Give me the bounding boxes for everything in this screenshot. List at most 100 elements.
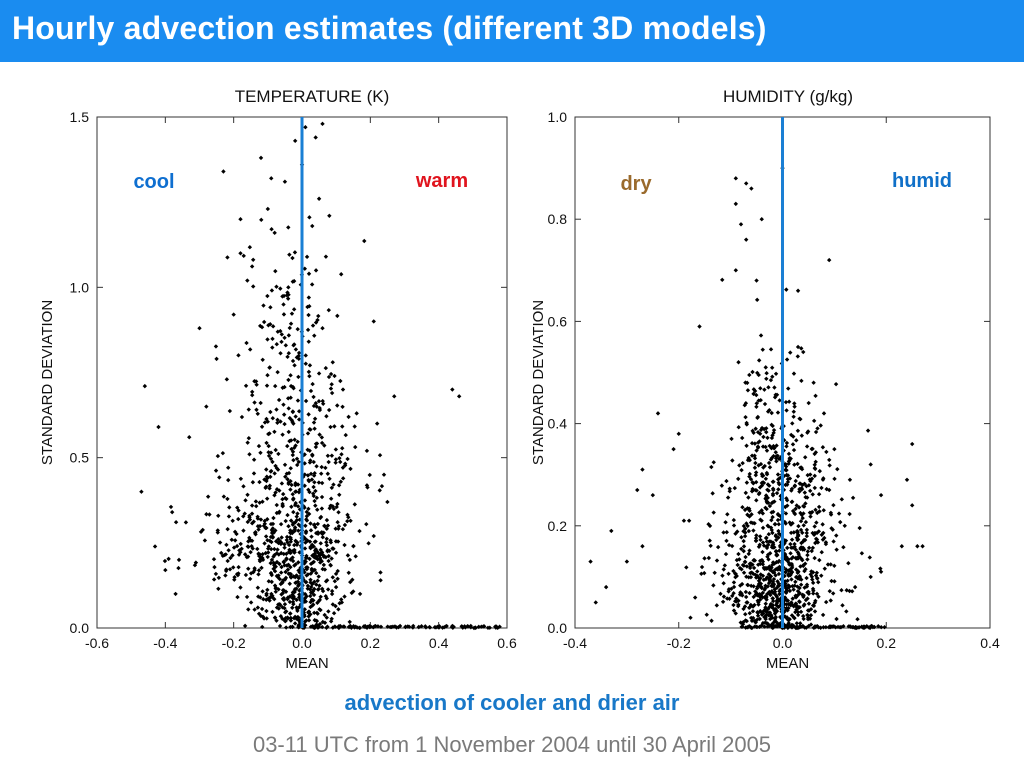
- data-point: [364, 448, 370, 454]
- data-point: [786, 451, 792, 457]
- data-point: [721, 530, 726, 535]
- data-point: [785, 476, 791, 482]
- data-point: [265, 293, 270, 299]
- data-point: [312, 471, 317, 476]
- data-point: [308, 521, 313, 526]
- data-point: [840, 603, 845, 608]
- data-point: [762, 614, 767, 620]
- data-point: [229, 537, 234, 542]
- data-point: [783, 623, 788, 629]
- data-point: [333, 603, 338, 609]
- data-point: [788, 551, 793, 556]
- data-point: [804, 483, 809, 489]
- data-point: [272, 615, 278, 620]
- data-point: [265, 546, 271, 551]
- data-point: [308, 471, 314, 477]
- data-point: [760, 511, 766, 516]
- data-point: [283, 625, 289, 630]
- data-point: [293, 500, 298, 506]
- data-point: [788, 624, 794, 629]
- data-point: [306, 339, 311, 344]
- data-point: [725, 596, 730, 601]
- data-point: [236, 353, 241, 358]
- data-point: [820, 537, 826, 542]
- y-axis-label: STANDARD DEVIATION: [530, 300, 547, 465]
- data-point: [793, 547, 799, 552]
- data-point: [305, 473, 311, 478]
- y-axis-label: STANDARD DEVIATION: [39, 300, 56, 465]
- data-point: [718, 591, 723, 597]
- data-point: [798, 546, 803, 552]
- data-point: [285, 595, 291, 600]
- data-point: [258, 400, 263, 406]
- data-point: [749, 570, 754, 575]
- data-point: [787, 476, 793, 481]
- data-point: [681, 518, 687, 523]
- data-point: [342, 522, 348, 528]
- data-point: [302, 607, 307, 612]
- data-point: [841, 544, 846, 550]
- data-point: [282, 335, 287, 341]
- data-point: [316, 313, 321, 319]
- data-point: [733, 176, 739, 181]
- data-point: [733, 574, 738, 580]
- data-point: [247, 452, 252, 457]
- data-point: [325, 624, 330, 629]
- data-point: [278, 581, 283, 587]
- data-point: [256, 611, 262, 616]
- data-point: [243, 572, 249, 578]
- data-point: [771, 446, 777, 451]
- data-points: [588, 165, 925, 631]
- data-point: [378, 578, 383, 583]
- data-point: [269, 572, 274, 578]
- data-point: [748, 563, 753, 569]
- data-point: [293, 538, 298, 543]
- data-point: [844, 609, 849, 614]
- data-point: [316, 196, 322, 201]
- data-point: [280, 596, 286, 601]
- data-point: [272, 569, 278, 574]
- data-point: [282, 601, 288, 607]
- data-point: [798, 510, 803, 516]
- data-point: [274, 618, 279, 623]
- data-point: [281, 302, 286, 307]
- data-point: [394, 625, 399, 630]
- data-point: [328, 562, 333, 568]
- data-point: [752, 558, 758, 563]
- data-point: [777, 623, 782, 629]
- data-point: [819, 573, 824, 578]
- data-point: [650, 492, 656, 498]
- data-point: [339, 597, 344, 602]
- data-point: [263, 550, 268, 556]
- data-point: [333, 571, 339, 577]
- data-point: [320, 588, 326, 594]
- data-point: [354, 411, 359, 416]
- data-point: [831, 502, 836, 508]
- data-point: [832, 579, 837, 584]
- data-point: [323, 594, 328, 599]
- data-point: [827, 457, 832, 463]
- data-point: [765, 435, 770, 441]
- data-point: [878, 569, 884, 574]
- data-point: [324, 596, 329, 601]
- data-point: [726, 587, 732, 592]
- annotation-dry: dry: [620, 173, 652, 195]
- data-point: [754, 498, 759, 503]
- data-point: [802, 455, 808, 460]
- data-point: [815, 510, 820, 516]
- data-point: [346, 570, 351, 575]
- data-point: [832, 446, 837, 452]
- data-point: [260, 589, 265, 594]
- data-point: [329, 390, 335, 396]
- data-point: [248, 571, 254, 576]
- data-point: [799, 346, 804, 351]
- data-point: [325, 471, 331, 476]
- data-point: [279, 540, 284, 546]
- data-point: [793, 609, 798, 615]
- data-point: [743, 594, 749, 600]
- data-point: [743, 589, 749, 595]
- data-point: [770, 491, 776, 497]
- data-point: [312, 480, 317, 485]
- data-point: [805, 613, 811, 618]
- data-point: [784, 440, 790, 446]
